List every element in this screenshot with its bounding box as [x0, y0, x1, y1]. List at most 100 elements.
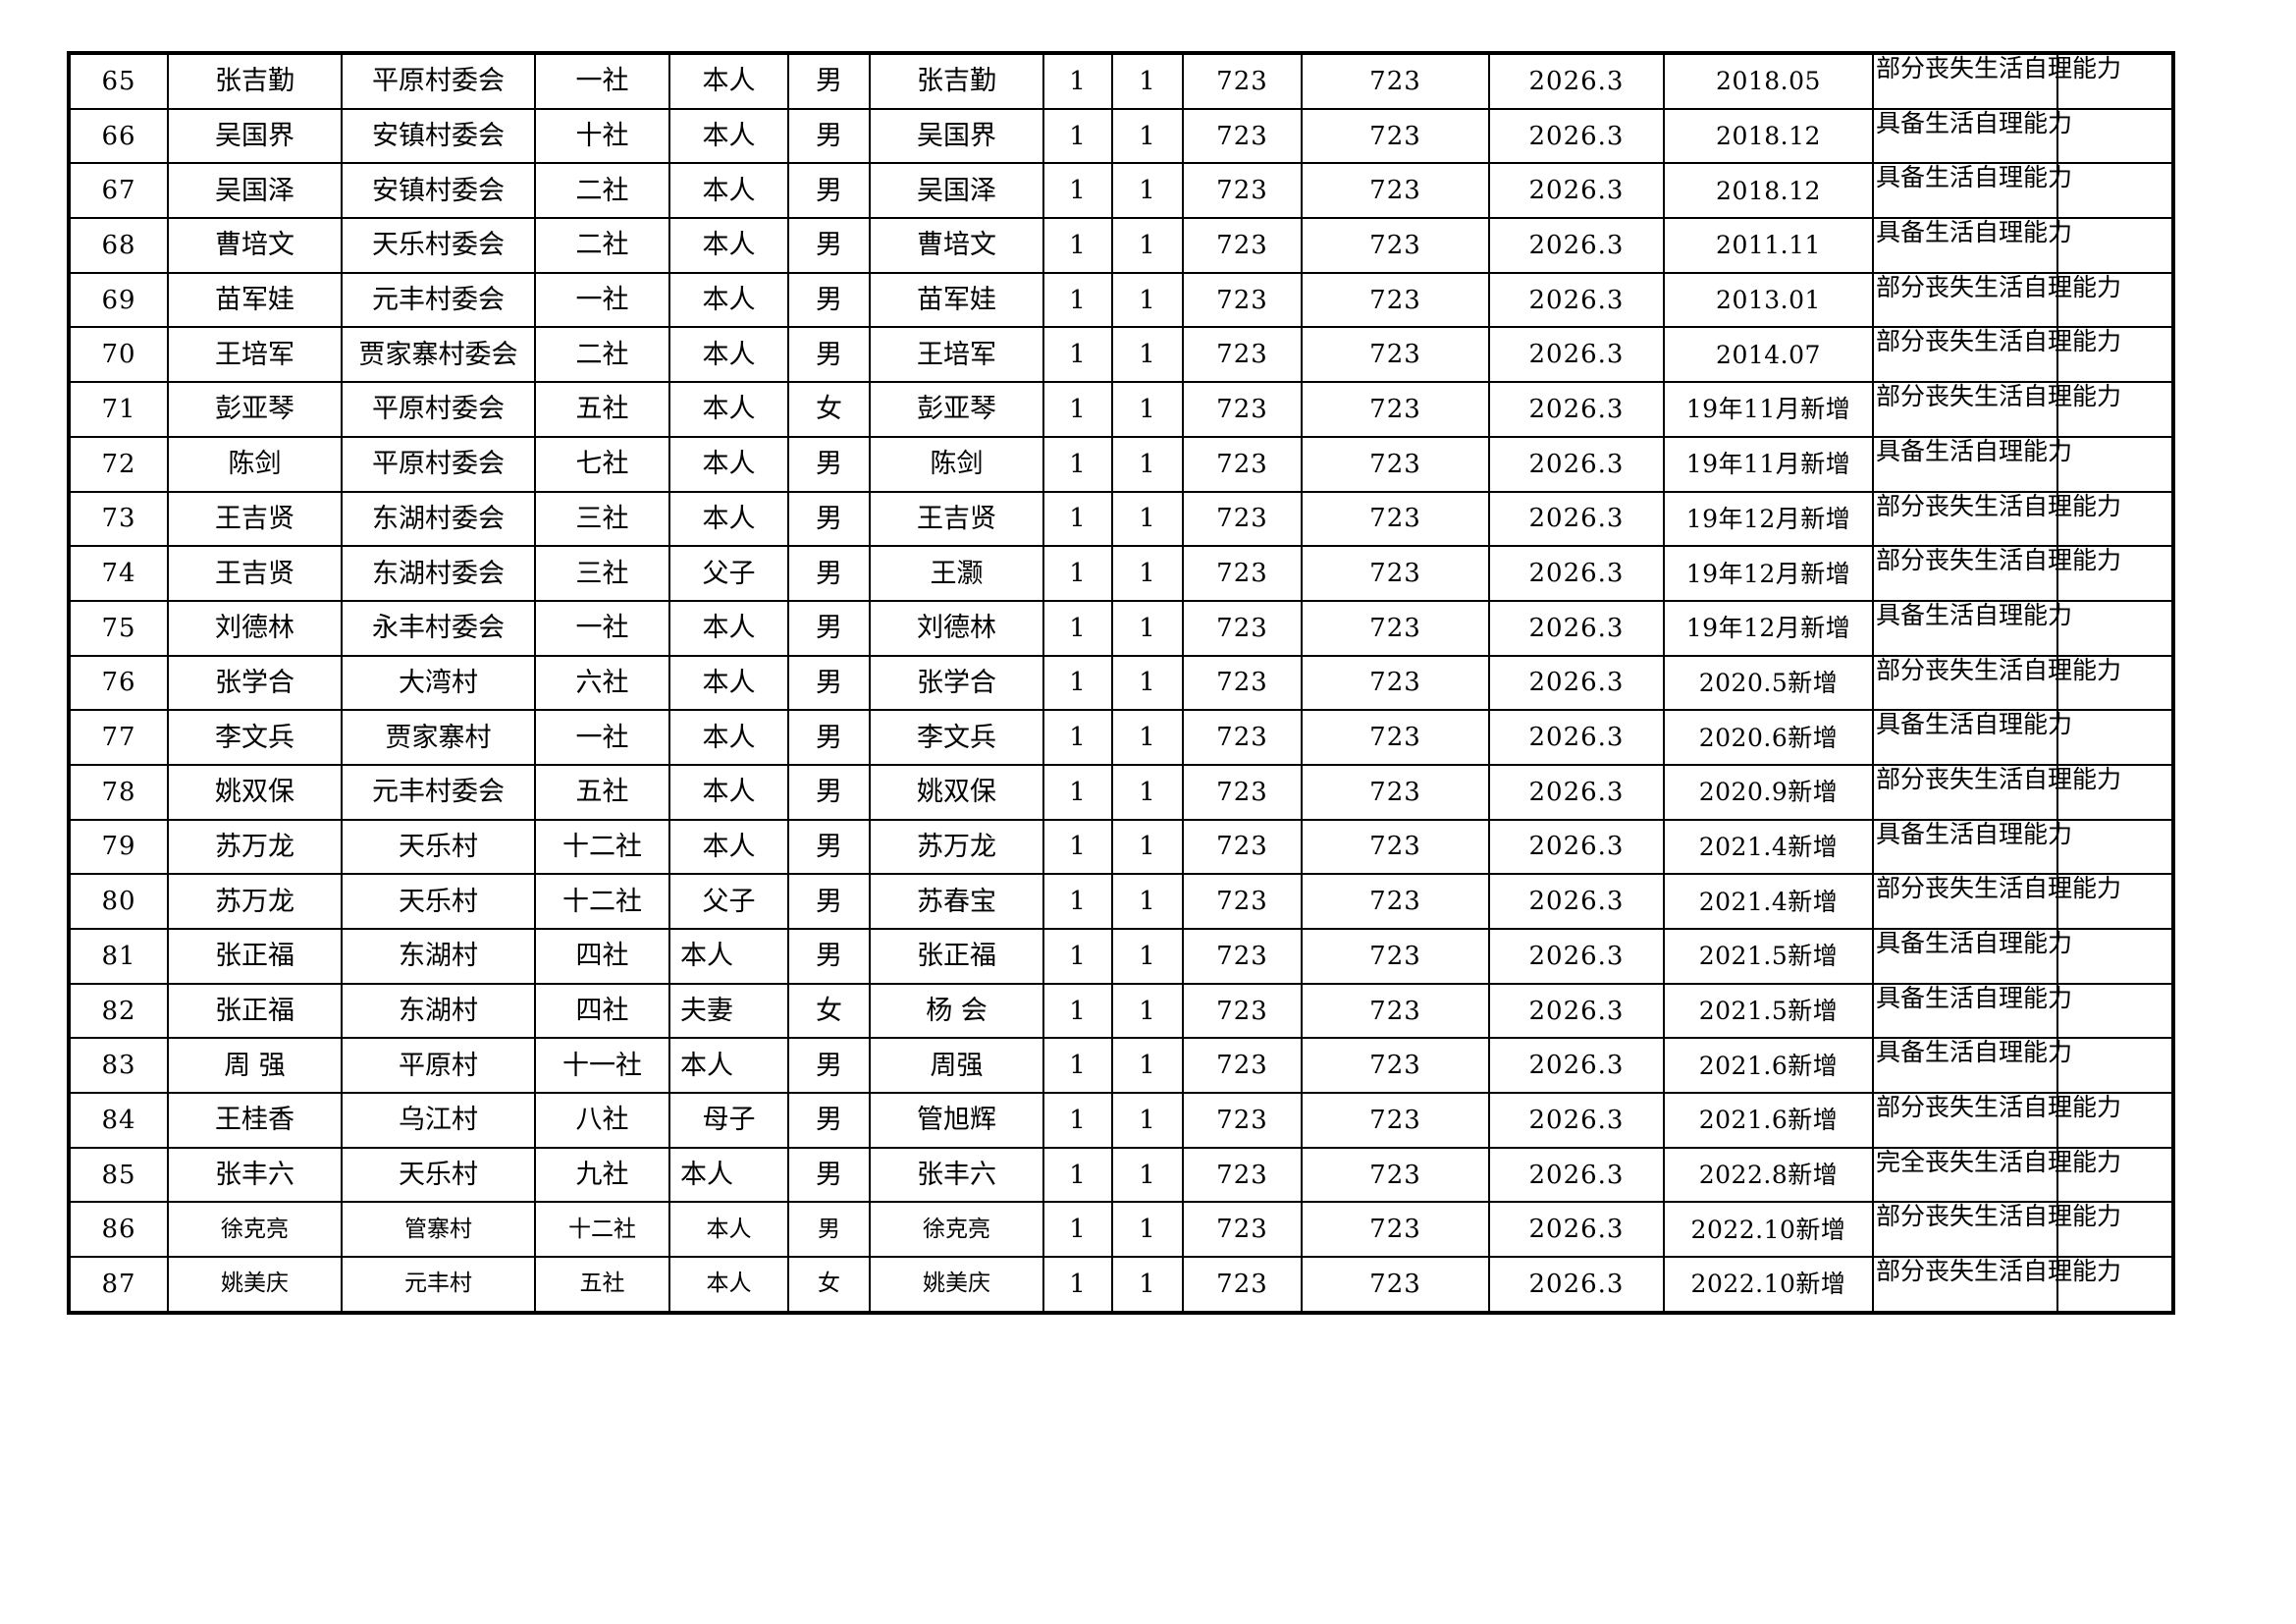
cell-count-2: 1: [1111, 982, 1184, 1040]
cell-name: 曹培文: [167, 217, 343, 274]
cell-village: 天乐村: [341, 873, 536, 930]
cell-capability: 具备生活自理能力: [1872, 982, 2072, 1040]
cell-amount-2: 723: [1301, 1256, 1490, 1314]
cell-gender: 男: [787, 1146, 871, 1204]
cell-village: 东湖村委会: [341, 545, 536, 602]
cell-capability: 部分丧失生活自理能力: [1872, 763, 2121, 821]
cell-village: 元丰村: [341, 1256, 536, 1314]
cell-capability: 部分丧失生活自理能力: [1872, 490, 2122, 548]
table-row: 78 姚双保 元丰村委会 五社 本人男姚双保 1 1 723 723 2026.3 2020.9新增…: [68, 763, 2174, 821]
cell-since-date: 2022.10新增: [1663, 1201, 1874, 1259]
cell-capability: 完全丧失生活自理能力: [1872, 1146, 2121, 1204]
cell-amount-2: 723: [1301, 1201, 1490, 1259]
capability-text: 部分丧失生活自理能力: [1876, 272, 2122, 301]
cell-since-date: 19年12月新增: [1663, 545, 1874, 602]
cell-capability: 部分丧失生活自理能力: [1872, 52, 2121, 110]
cell-index: 67: [68, 162, 169, 220]
cell-relation: 本人: [668, 381, 789, 438]
cell-count-1: 1: [1042, 52, 1113, 110]
cell-payee-name: 李文兵: [869, 709, 1044, 766]
cell-note: [2056, 490, 2174, 548]
capability-text: 部分丧失生活自理能力: [1876, 491, 2122, 520]
cell-village: 东湖村: [341, 928, 536, 985]
cell-relation: 父子: [668, 545, 789, 602]
cell-since-date: 19年11月新增: [1663, 381, 1874, 438]
cell-amount-1: 723: [1182, 1256, 1303, 1314]
compensation-table: 65 张吉勤 平原村委会 一社 本人男张吉勤 1 1 723 723 2026.3 2018.05 部…: [67, 51, 2175, 1315]
capability-text: 具备生活自理能力: [1876, 819, 2073, 848]
cell-until-date: 2026.3: [1488, 545, 1665, 602]
cell-until-date: 2026.3: [1488, 326, 1665, 384]
table-row: 71 彭亚琴 平原村委会 五社 本人女彭亚琴 1 1 723 723 2026.3 19年11月新增…: [68, 381, 2174, 438]
cell-gender: 男: [787, 107, 871, 165]
cell-note: [2056, 162, 2174, 220]
cell-gender: 男: [787, 217, 871, 274]
cell-name: 徐克亮: [167, 1201, 343, 1259]
cell-count-1: 1: [1042, 928, 1113, 985]
cell-since-date: 2022.8新增: [1663, 1146, 1874, 1204]
cell-note: [2056, 1256, 2174, 1314]
cell-group: 二社: [534, 217, 670, 274]
cell-since-date: 2020.6新增: [1663, 709, 1874, 766]
cell-group: 一社: [534, 271, 670, 329]
cell-amount-1: 723: [1182, 1201, 1303, 1259]
cell-count-1: 1: [1042, 1037, 1113, 1095]
cell-amount-2: 723: [1301, 928, 1490, 985]
cell-amount-1: 723: [1182, 545, 1303, 602]
cell-count-1: 1: [1042, 982, 1113, 1040]
cell-amount-1: 723: [1182, 271, 1303, 329]
cell-since-date: 2018.05: [1663, 52, 1874, 110]
cell-gender: 男: [787, 654, 871, 712]
cell-gender: 男: [787, 599, 871, 657]
cell-capability: 具备生活自理能力: [1872, 162, 2072, 220]
cell-amount-2: 723: [1301, 490, 1490, 548]
table-body: 65 张吉勤 平原村委会 一社 本人男张吉勤 1 1 723 723 2026.3 2018.05 部…: [68, 52, 2174, 1314]
cell-village: 大湾村: [341, 654, 536, 712]
cell-index: 65: [68, 52, 169, 110]
table-row: 73 王吉贤 东湖村委会 三社 本人男王吉贤 1 1 723 723 2026.3 19年12月新增…: [68, 490, 2174, 548]
cell-amount-1: 723: [1182, 928, 1303, 985]
cell-relation: 本人: [668, 818, 789, 876]
table-row: 70 王培军 贾家寨村委会 二社 本人男王培军 1 1 723 723 2026.3 2014.07…: [68, 326, 2174, 384]
cell-village: 贾家寨村: [341, 709, 536, 766]
capability-text: 具备生活自理能力: [1876, 600, 2073, 629]
cell-capability: 具备生活自理能力: [1872, 928, 2072, 985]
cell-amount-2: 723: [1301, 381, 1490, 438]
capability-text: 具备生活自理能力: [1876, 218, 2073, 247]
cell-amount-1: 723: [1182, 982, 1303, 1040]
cell-village: 平原村委会: [341, 381, 536, 438]
table-row: 72 陈剑 平原村委会 七社 本人男陈剑 1 1 723 723 2026.3 19年11月新增 具备…: [68, 435, 2174, 493]
cell-index: 82: [68, 982, 169, 1040]
cell-until-date: 2026.3: [1488, 1146, 1665, 1204]
table-row: 82 张正福 东湖村 四社 夫妻女杨 会 1 1 723 723 2026.3 2021.5新增 具备…: [68, 982, 2174, 1040]
cell-until-date: 2026.3: [1488, 107, 1665, 165]
cell-count-2: 1: [1111, 326, 1184, 384]
cell-capability: 部分丧失生活自理能力: [1872, 873, 2121, 930]
cell-gender: 男: [787, 271, 871, 329]
cell-count-1: 1: [1042, 217, 1113, 274]
cell-group: 十二社: [534, 1201, 670, 1259]
cell-relation: 本人: [668, 654, 789, 712]
cell-group: 五社: [534, 763, 670, 821]
cell-amount-1: 723: [1182, 709, 1303, 766]
cell-count-2: 1: [1111, 709, 1184, 766]
cell-count-1: 1: [1042, 763, 1113, 821]
cell-until-date: 2026.3: [1488, 435, 1665, 493]
cell-count-2: 1: [1111, 435, 1184, 493]
cell-index: 78: [68, 763, 169, 821]
capability-text: 部分丧失生活自理能力: [1876, 327, 2122, 356]
cell-relation: 本人: [668, 1146, 789, 1204]
cell-since-date: 2021.6新增: [1663, 1092, 1874, 1149]
cell-note: [2056, 52, 2174, 110]
cell-name: 张正福: [167, 982, 343, 1040]
cell-index: 83: [68, 1037, 169, 1095]
cell-count-2: 1: [1111, 818, 1184, 876]
table-row: 86 徐克亮 管寨村 十二社 本人男徐克亮 1 1 723 723 2026.3 2022.10新增…: [68, 1201, 2174, 1259]
cell-name: 彭亚琴: [167, 381, 343, 438]
table-row: 76 张学合 大湾村 六社 本人男张学合 1 1 723 723 2026.3 2020.5新增 部分…: [68, 654, 2174, 712]
cell-payee-name: 张正福: [869, 928, 1044, 985]
cell-since-date: 2021.4新增: [1663, 873, 1874, 930]
cell-amount-1: 723: [1182, 818, 1303, 876]
table-row: 68 曹培文 天乐村委会 二社 本人男曹培文 1 1 723 723 2026.3 2011.11 具…: [68, 217, 2174, 274]
cell-until-date: 2026.3: [1488, 982, 1665, 1040]
